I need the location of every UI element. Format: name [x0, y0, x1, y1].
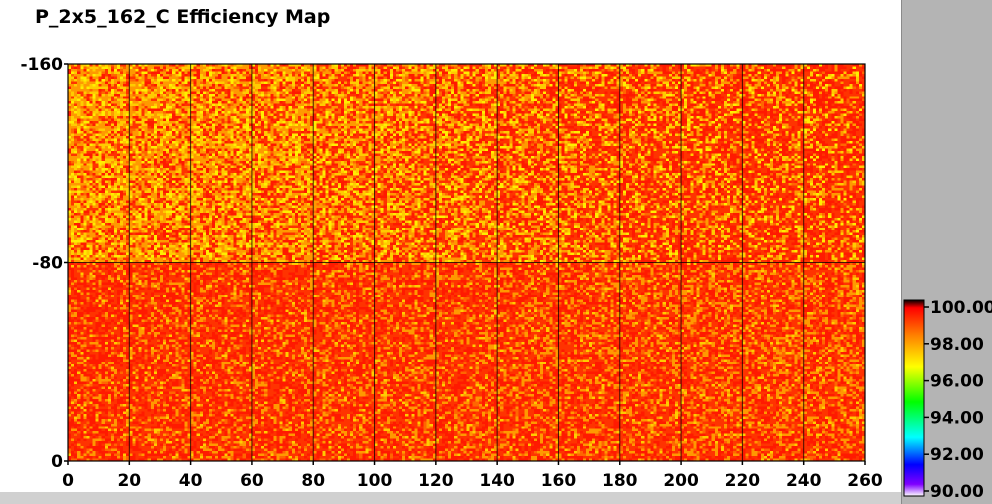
- y-tick-label: -80: [32, 254, 63, 274]
- colorbar-gradient: [903, 299, 925, 497]
- x-tick-label: 60: [240, 471, 264, 491]
- x-tick-label: 100: [357, 471, 393, 491]
- colorbar-tick-label: 100.00: [930, 298, 992, 318]
- x-tick-label: 140: [479, 471, 515, 491]
- axes: 0 20 40 60 80 100 120 140 160 180 200 220 240 260 0 -80…: [20, 55, 882, 491]
- y-tick-label: 0: [51, 452, 63, 472]
- x-tick-label: 260: [847, 471, 883, 491]
- bottom-strip: [0, 492, 901, 504]
- x-tick-label: 120: [418, 471, 454, 491]
- x-tick-label: 220: [725, 471, 761, 491]
- colorbar-tick-label: 98.00: [930, 335, 984, 355]
- colorbar-tick-label: 92.00: [930, 445, 984, 465]
- colorbar: 100.00 98.00 96.00 94.00 92.00 90.00: [903, 298, 992, 502]
- x-tick-label: 40: [179, 471, 203, 491]
- colorbar-tick-label: 94.00: [930, 408, 984, 428]
- x-tick-label: 180: [602, 471, 638, 491]
- x-tick-label: 240: [786, 471, 822, 491]
- grid-lines: [67, 63, 866, 462]
- x-tick-label: 160: [541, 471, 577, 491]
- y-tick-label: -160: [20, 55, 63, 75]
- colorbar-tick-label: 96.00: [930, 372, 984, 392]
- colorbar-tick-label: 90.00: [930, 482, 984, 502]
- x-tick-label: 0: [62, 471, 74, 491]
- x-tick-label: 80: [301, 471, 325, 491]
- x-tick-label: 200: [663, 471, 699, 491]
- x-tick-label: 20: [117, 471, 141, 491]
- page-title: P_2x5_162_C Efficiency Map: [35, 6, 331, 28]
